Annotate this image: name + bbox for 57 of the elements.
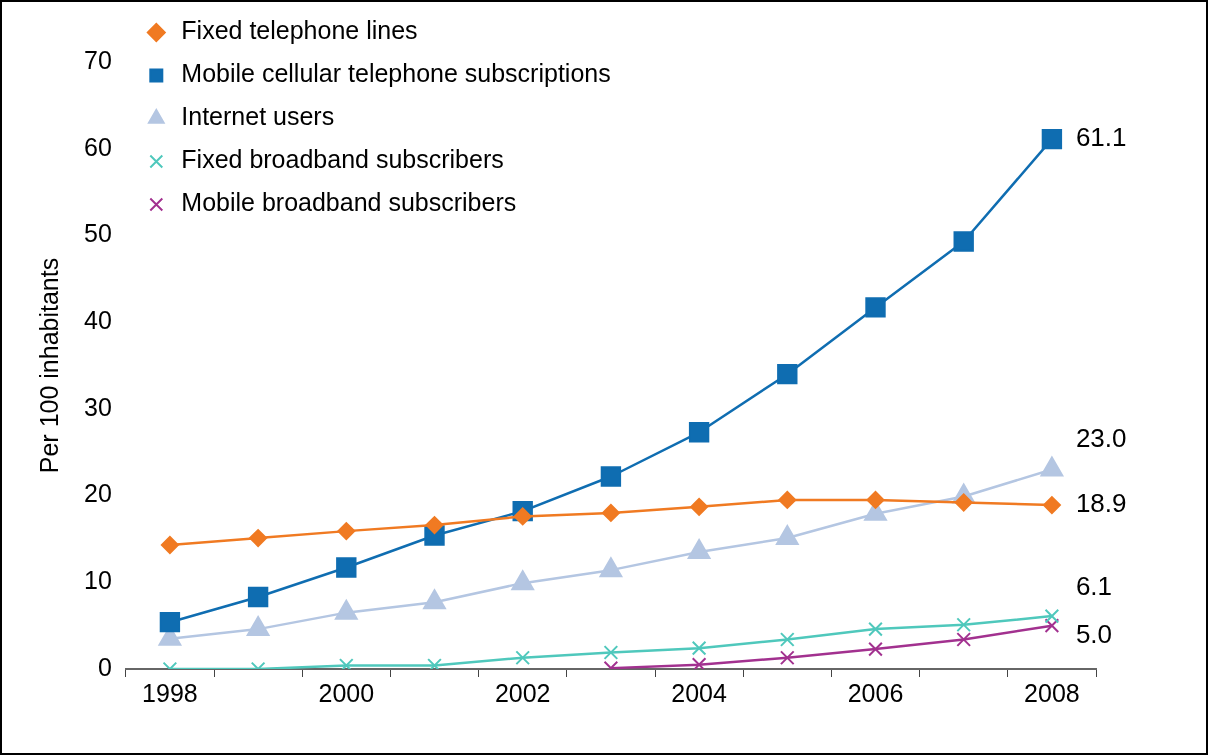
point: [688, 422, 710, 443]
legend-label: Fixed broadband subscribers: [181, 145, 504, 174]
y-tick-label: 70: [84, 45, 112, 74]
x-tick-label: 2008: [1024, 678, 1080, 707]
point: [513, 507, 532, 526]
x-tick-label: 2004: [671, 678, 727, 707]
point: [336, 557, 357, 578]
legend-label: Mobile cellular telephone subscriptions: [181, 59, 611, 88]
point: [691, 657, 707, 669]
y-tick-label: 10: [84, 566, 112, 595]
y-tick-label: 60: [84, 132, 112, 161]
point: [779, 650, 795, 666]
point: [778, 490, 797, 509]
point: [249, 529, 268, 548]
point: [515, 650, 531, 666]
data-label: 5.0: [1075, 618, 1113, 649]
data-label: 61.1: [1075, 122, 1127, 153]
data-label: 23.0: [1075, 422, 1127, 453]
x-tick-label: 2002: [494, 678, 551, 707]
point: [1041, 128, 1063, 150]
point: [956, 617, 972, 633]
point: [868, 621, 883, 637]
point: [1044, 608, 1060, 624]
y-tick-label: 30: [84, 392, 112, 421]
y-tick-label: 40: [84, 306, 112, 335]
point: [868, 641, 883, 657]
x-tick-label: 2006: [847, 678, 904, 707]
point: [427, 658, 442, 669]
point: [600, 466, 622, 487]
point: [953, 231, 974, 252]
point: [159, 611, 181, 633]
x-tick-label: 2000: [318, 678, 375, 707]
data-label: 18.9: [1075, 488, 1127, 519]
point: [601, 503, 620, 522]
y-axis-title: Per 100 inhabitants: [34, 257, 63, 474]
y-tick-label: 0: [97, 652, 112, 681]
point: [956, 632, 972, 647]
point: [779, 632, 795, 647]
point: [160, 536, 179, 554]
point: [691, 640, 707, 656]
legend-label: Internet users: [181, 102, 335, 131]
point: [865, 297, 886, 318]
point: [603, 645, 619, 660]
point: [690, 497, 709, 516]
point: [247, 586, 269, 608]
point: [337, 522, 356, 541]
point: [1042, 496, 1061, 515]
x-tick-label: 1998: [142, 678, 198, 707]
legend-label: Fixed telephone lines: [181, 16, 418, 45]
legend-label: Mobile broadband subscribers: [181, 188, 517, 217]
point: [425, 516, 444, 535]
data-label: 6.1: [1075, 571, 1113, 602]
y-tick-label: 20: [84, 479, 112, 508]
y-tick-label: 50: [84, 219, 112, 248]
point: [777, 363, 798, 385]
point: [1044, 618, 1060, 634]
point: [866, 490, 885, 509]
